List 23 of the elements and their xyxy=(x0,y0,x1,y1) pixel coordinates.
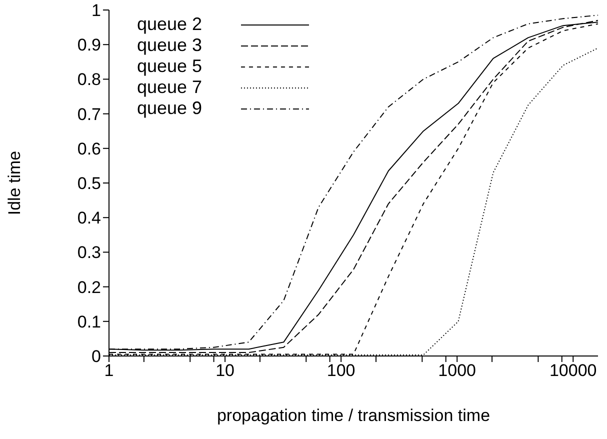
legend-label: queue 2 xyxy=(137,14,204,35)
x-tick-label: 1 xyxy=(104,361,114,380)
y-tick-label: 0.4 xyxy=(77,208,101,228)
x-axis-title: propagation time / transmission time xyxy=(216,406,490,425)
x-tick-label: 100 xyxy=(326,361,356,380)
y-tick-label: 1 xyxy=(92,1,101,20)
y-tick-label: 0.5 xyxy=(77,174,101,194)
y-tick-label: 0.6 xyxy=(77,139,101,158)
x-tick-label: 10000 xyxy=(549,361,597,380)
legend-label: queue 9 xyxy=(137,98,204,119)
y-tick-label: 0.1 xyxy=(77,312,101,332)
x-tick-label: 10 xyxy=(216,361,234,380)
y-tick-label: 0.9 xyxy=(77,36,101,55)
legend-label: queue 7 xyxy=(137,77,204,98)
y-axis-title: Idle time xyxy=(5,150,24,216)
legend-label: queue 5 xyxy=(137,56,204,77)
y-tick-label: 0 xyxy=(92,347,101,366)
y-tick-label: 0.2 xyxy=(77,278,101,297)
y-tick-label: 0.8 xyxy=(77,70,101,90)
y-tick-label: 0.3 xyxy=(77,243,101,262)
legend-label: queue 3 xyxy=(137,35,204,56)
y-tick-label: 0.7 xyxy=(77,104,101,124)
x-tick-label: 1000 xyxy=(438,361,476,380)
